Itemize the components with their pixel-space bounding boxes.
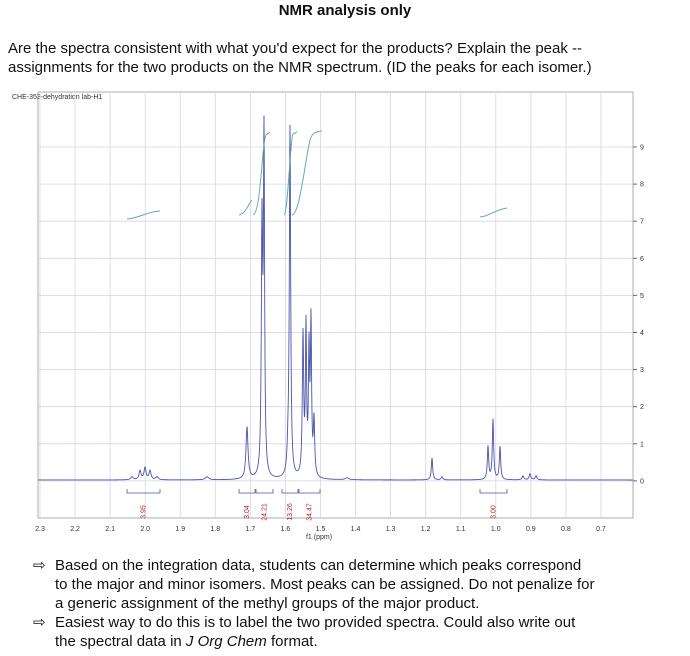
x-tick-label: 1.3 bbox=[386, 526, 396, 533]
bullet-line: Easiest way to do this is to label the t… bbox=[55, 614, 576, 631]
x-tick-label: 0.8 bbox=[561, 526, 571, 533]
right-tick-label: 5 bbox=[640, 293, 644, 300]
right-tick-label: 6 bbox=[640, 256, 644, 263]
question-line: Are the spectra consistent with what you… bbox=[8, 40, 582, 57]
x-tick-label: 1.4 bbox=[351, 526, 361, 533]
integral-curve bbox=[291, 130, 323, 216]
x-tick-label: 1.2 bbox=[421, 526, 431, 533]
bullet-arrow: ⇨ bbox=[33, 614, 46, 631]
right-tick-label: 8 bbox=[640, 182, 644, 189]
x-tick-label: 2.0 bbox=[140, 526, 150, 533]
x-tick-label: 1.7 bbox=[245, 526, 255, 533]
journal: J Org Chem bbox=[185, 633, 267, 650]
question-line: assignments for the two products on the … bbox=[8, 59, 592, 76]
integral-bracket bbox=[281, 489, 299, 494]
integral-bracket bbox=[126, 489, 161, 494]
integral-curve bbox=[126, 210, 161, 220]
x-tick-label: 1.5 bbox=[316, 526, 326, 533]
integral-curve bbox=[479, 207, 508, 218]
text: the spectral data in bbox=[55, 633, 186, 650]
integral-curve bbox=[283, 131, 298, 216]
bullet-arrow: ⇨ bbox=[33, 557, 46, 574]
x-tick-label: 2.2 bbox=[70, 526, 80, 533]
integral-label: 13.26 bbox=[287, 503, 294, 521]
right-tick-label: 3 bbox=[640, 367, 644, 374]
x-tick-label: 1.1 bbox=[456, 526, 466, 533]
bullet-line: the spectral data in J Org Chem format. bbox=[55, 633, 318, 650]
x-tick-label: 1.0 bbox=[491, 526, 501, 533]
x-axis-label: f1 (ppm) bbox=[306, 534, 332, 541]
x-tick-label: 1.6 bbox=[281, 526, 291, 533]
spectrum-trace bbox=[38, 115, 633, 481]
integral-bracket bbox=[238, 489, 256, 494]
integral-bracket bbox=[255, 489, 274, 494]
spectrum: CHE-353-dehydration lab-H1 f1 (ppm) 2.3 2… bbox=[12, 91, 644, 541]
bullet-line: to the major and minor isomers. Most pea… bbox=[55, 576, 594, 593]
integral-curve bbox=[238, 199, 253, 216]
x-tick-label: 1.8 bbox=[210, 526, 220, 533]
text: format. bbox=[267, 633, 318, 650]
right-tick-label: 2 bbox=[640, 404, 644, 411]
title: NMR analysis only bbox=[279, 2, 412, 19]
right-tick-label: 7 bbox=[640, 219, 644, 226]
integral-bracket bbox=[298, 489, 321, 494]
x-tick-label: 2.1 bbox=[105, 526, 115, 533]
integral-label: 3.04 bbox=[244, 505, 251, 519]
right-tick-label: 4 bbox=[640, 330, 644, 337]
integral-label: 34.47 bbox=[306, 503, 313, 521]
right-tick-label: 9 bbox=[640, 145, 644, 152]
spectrum-label: CHE-353-dehydration lab-H1 bbox=[12, 94, 102, 101]
spectrum-frame bbox=[37, 91, 634, 519]
x-tick-label: 1.9 bbox=[175, 526, 185, 533]
integral-label: 3.00 bbox=[490, 505, 497, 519]
right-tick-label: 0 bbox=[640, 478, 644, 485]
x-tick-label: 0.9 bbox=[526, 526, 536, 533]
bullet-line: Based on the integration data, students … bbox=[55, 557, 581, 574]
integral-curve bbox=[252, 131, 271, 216]
integral-bracket bbox=[479, 489, 508, 494]
right-tick-label: 1 bbox=[640, 441, 644, 448]
x-tick-label: 2.3 bbox=[35, 526, 45, 533]
x-tick-label: 0.7 bbox=[596, 526, 606, 533]
integral-label: 24.21 bbox=[261, 503, 268, 521]
integral-label: 3.95 bbox=[140, 505, 147, 519]
bullet-line: a generic assignment of the methyl group… bbox=[55, 595, 479, 612]
